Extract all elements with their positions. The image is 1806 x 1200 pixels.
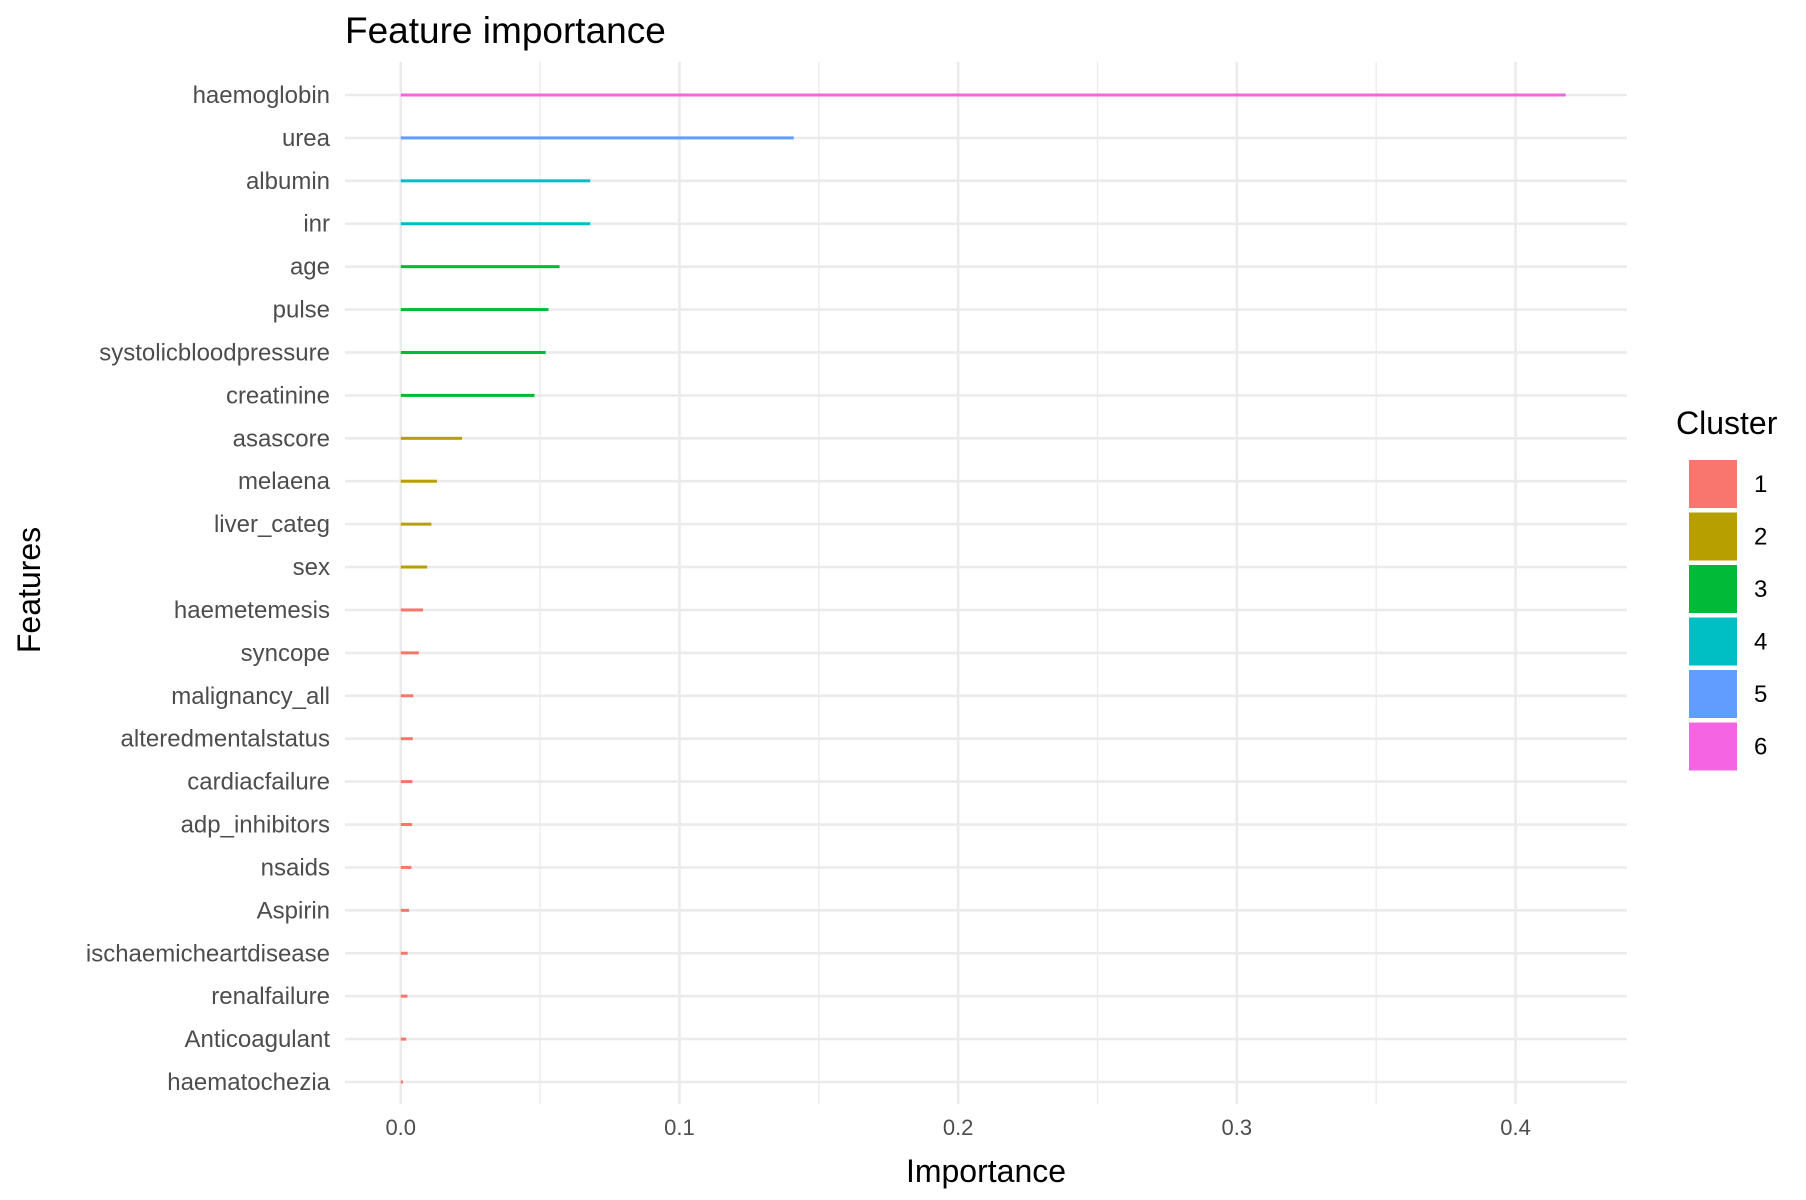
y-tick-label: haemetemesis bbox=[174, 597, 330, 624]
bar-syncope bbox=[400, 651, 419, 655]
legend-keys: 1 2 3 4 5 6 bbox=[1689, 460, 1767, 771]
bar-malignancy_all bbox=[400, 694, 414, 698]
y-tick-labels: haemoglobin urea albumin inr age pulse systoli… bbox=[86, 82, 331, 1096]
bars bbox=[400, 93, 1566, 1084]
x-tick-label: 0.1 bbox=[664, 1115, 695, 1140]
bar-creatinine bbox=[400, 393, 535, 397]
x-tick-label: 0.0 bbox=[385, 1115, 416, 1140]
legend-label: 4 bbox=[1754, 629, 1767, 656]
y-tick-label: systolicbloodpressure bbox=[99, 339, 330, 366]
legend-swatch-6 bbox=[1689, 722, 1737, 771]
x-tick-labels: 0.0 0.1 0.2 0.3 0.4 bbox=[385, 1115, 1530, 1140]
y-tick-label: melaena bbox=[238, 468, 331, 495]
y-tick-label: nsaids bbox=[261, 854, 330, 881]
bar-Aspirin bbox=[400, 908, 410, 912]
y-tick-label: syncope bbox=[241, 640, 330, 667]
legend-title: Cluster bbox=[1676, 405, 1778, 441]
bar-albumin bbox=[400, 179, 591, 183]
legend-swatch-5 bbox=[1689, 670, 1737, 718]
x-tick-label: 0.4 bbox=[1500, 1115, 1531, 1140]
y-tick-label: haematochezia bbox=[167, 1069, 330, 1096]
x-tick-label: 0.3 bbox=[1222, 1115, 1253, 1140]
y-tick-label: inr bbox=[303, 211, 330, 238]
y-tick-label: asascore bbox=[233, 425, 330, 452]
bar-melaena bbox=[400, 479, 437, 483]
bar-nsaids bbox=[400, 865, 412, 869]
y-tick-label: ischaemicheartdisease bbox=[86, 940, 330, 967]
legend-label: 2 bbox=[1754, 524, 1767, 551]
legend-swatch-2 bbox=[1689, 512, 1737, 561]
bar-haemoglobin bbox=[400, 93, 1566, 97]
y-tick-label: renalfailure bbox=[211, 983, 330, 1010]
y-tick-label: pulse bbox=[273, 297, 330, 324]
y-tick-label: sex bbox=[293, 554, 330, 581]
x-axis-title: Importance bbox=[906, 1153, 1066, 1189]
legend: Cluster 1 2 3 4 5 6 bbox=[1676, 405, 1778, 771]
y-tick-label: haemoglobin bbox=[193, 82, 330, 109]
y-tick-label: cardiacfailure bbox=[187, 769, 330, 796]
legend-swatch-1 bbox=[1689, 460, 1737, 508]
chart-title: Feature importance bbox=[345, 10, 666, 51]
y-tick-label: Aspirin bbox=[257, 897, 330, 924]
bar-age bbox=[400, 265, 560, 269]
gridlines bbox=[345, 62, 1627, 1104]
y-tick-label: liver_categ bbox=[214, 511, 330, 538]
bar-Anticoagulant bbox=[400, 1037, 407, 1041]
y-tick-label: adp_inhibitors bbox=[181, 812, 330, 839]
bar-ischaemicheartdisease bbox=[400, 951, 408, 955]
y-tick-label: Anticoagulant bbox=[185, 1026, 331, 1053]
bar-urea bbox=[400, 136, 794, 140]
y-tick-label: alteredmentalstatus bbox=[121, 726, 330, 753]
bar-renalfailure bbox=[400, 994, 408, 998]
bar-adp_inhibitors bbox=[400, 823, 413, 827]
bar-liver_categ bbox=[400, 522, 432, 526]
bar-cardiacfailure bbox=[400, 780, 413, 784]
legend-swatch-4 bbox=[1689, 617, 1737, 666]
legend-label: 5 bbox=[1754, 681, 1767, 708]
y-tick-label: albumin bbox=[246, 168, 330, 195]
y-tick-label: urea bbox=[282, 125, 331, 152]
y-tick-label: malignancy_all bbox=[171, 683, 330, 710]
legend-label: 6 bbox=[1754, 734, 1767, 761]
bar-systolicbloodpressure bbox=[400, 350, 546, 354]
legend-label: 1 bbox=[1754, 471, 1767, 498]
y-tick-label: creatinine bbox=[226, 382, 330, 409]
bar-alteredmentalstatus bbox=[400, 737, 413, 741]
y-tick-label: age bbox=[290, 254, 330, 281]
y-axis-title: Features bbox=[11, 527, 47, 653]
bar-pulse bbox=[400, 308, 549, 312]
bar-sex bbox=[400, 565, 428, 569]
bar-haemetemesis bbox=[400, 608, 424, 612]
bar-haematochezia bbox=[400, 1080, 403, 1084]
legend-swatch-3 bbox=[1689, 565, 1737, 613]
legend-label: 3 bbox=[1754, 576, 1767, 603]
bar-inr bbox=[400, 222, 591, 226]
bar-asascore bbox=[400, 436, 463, 440]
x-tick-label: 0.2 bbox=[943, 1115, 974, 1140]
